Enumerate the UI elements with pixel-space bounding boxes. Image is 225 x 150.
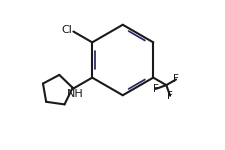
Text: Cl: Cl	[61, 25, 72, 35]
Text: F: F	[166, 91, 172, 101]
Text: F: F	[152, 84, 158, 94]
Text: NH: NH	[66, 89, 83, 99]
Text: F: F	[172, 75, 178, 84]
